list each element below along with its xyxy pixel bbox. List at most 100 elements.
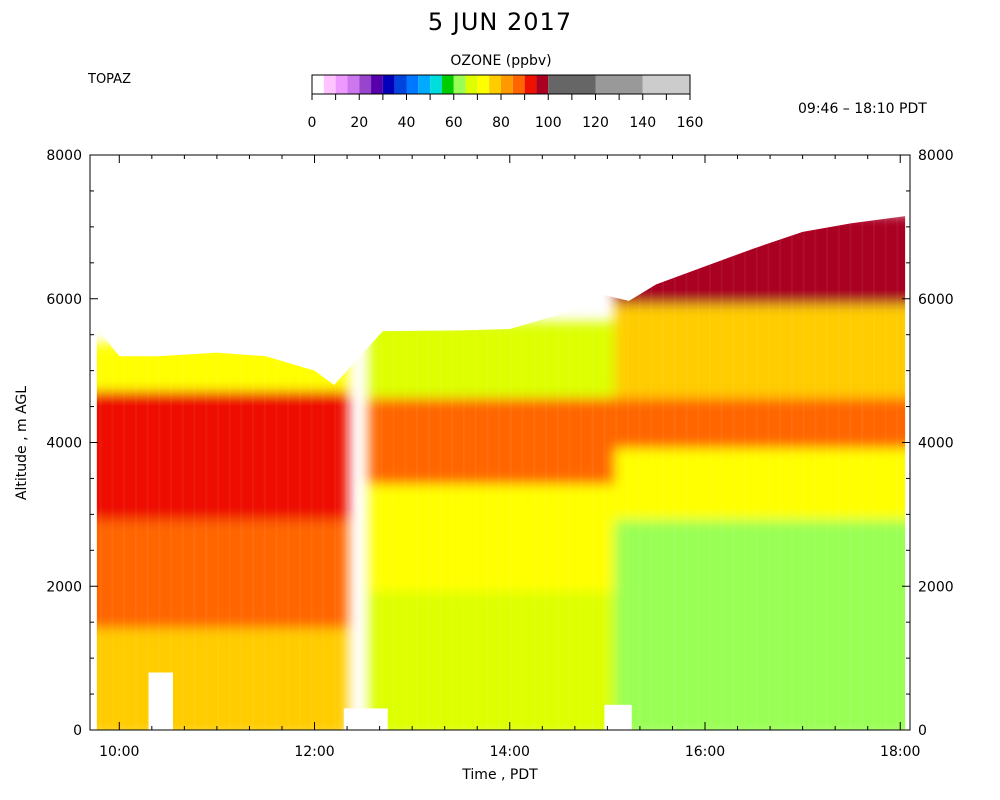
profile-streak [521, 216, 524, 730]
profile-streak [556, 216, 559, 730]
profile-streak [615, 216, 618, 730]
colorbar-tick-label: 100 [535, 115, 562, 131]
profile-streak [427, 216, 430, 730]
profile-streak [451, 216, 454, 730]
colorbar-bin [524, 75, 537, 94]
plot-axes: 0 0 2000 2000 4000 4000 6000 6000 8000 8000 10:00 1… [46, 148, 953, 760]
y-tick-label-left: 0 [73, 723, 82, 739]
ozone-layer [368, 472, 619, 593]
profile-streak [134, 216, 137, 730]
ozone-layers [96, 216, 906, 730]
profile-streak [580, 216, 583, 730]
profile-streak [334, 216, 337, 730]
colorbar-bin [335, 75, 348, 94]
x-tick-label: 12:00 [294, 744, 334, 760]
y-tick-label-left: 4000 [46, 436, 82, 452]
profile-streak [158, 216, 161, 730]
y-tick-label-right: 6000 [918, 292, 954, 308]
colorbar-bin [441, 75, 454, 94]
profile-streak [767, 216, 770, 730]
colorbar-bin [382, 75, 395, 94]
profile-streak [216, 216, 219, 730]
colorbar-bin [501, 75, 513, 94]
profile-streak [205, 216, 208, 730]
colorbar-tick-label: 160 [677, 115, 704, 131]
profile-streak [626, 216, 629, 730]
colorbar-tick-label: 40 [398, 115, 416, 131]
colorbar-bin [512, 75, 525, 94]
y-tick-label-right: 4000 [918, 436, 954, 452]
profile-streak [439, 216, 442, 730]
y-tick-label-left: 8000 [46, 148, 82, 164]
profile-streak [732, 216, 735, 730]
y-tick-label-left: 6000 [46, 292, 82, 308]
y-tick-label-right: 0 [918, 723, 927, 739]
profile-streak [568, 216, 571, 730]
x-tick-label: 10:00 [99, 744, 139, 760]
profile-streak [814, 216, 817, 730]
profile-streak [544, 216, 547, 730]
profile-streak [509, 216, 512, 730]
profile-streak [486, 216, 489, 730]
profile-streak [369, 216, 372, 730]
profile-streak [779, 216, 782, 730]
ozone-layer [614, 436, 906, 521]
profile-streak [498, 216, 501, 730]
profile-streak [708, 216, 711, 730]
data-gap [148, 672, 173, 730]
profile-streak [146, 216, 149, 730]
profile-streak [650, 216, 653, 730]
profile-streak [673, 216, 676, 730]
profile-streak [603, 216, 606, 730]
ozone-layer [368, 386, 619, 485]
profile-streak [533, 216, 536, 730]
profile-streak [861, 216, 864, 730]
colorbar-bin [430, 75, 442, 94]
ozone-layer [96, 343, 349, 391]
colorbar-bin [406, 75, 419, 94]
profile-streak [474, 216, 477, 730]
ozone-layer [96, 616, 349, 730]
x-tick-label: 14:00 [490, 744, 530, 760]
x-tick-label: 18:00 [880, 744, 920, 760]
colorbar-bin [477, 75, 490, 94]
profile-streak [252, 216, 255, 730]
profile-streak [591, 216, 594, 730]
colorbar-bin [642, 75, 690, 94]
profile-streak [638, 216, 641, 730]
profile-streak [662, 216, 665, 730]
profile-streak [123, 216, 126, 730]
profile-streak [872, 216, 875, 730]
chart-title: 5 JUN 2017 [427, 8, 573, 36]
colorbar-bin [418, 75, 431, 94]
colorbar-tick-label: 20 [350, 115, 368, 131]
profile-streak [744, 216, 747, 730]
profile-streak [404, 216, 407, 730]
x-tick-label: 16:00 [685, 744, 725, 760]
profile-streak [462, 216, 465, 730]
time-range-label: 09:46 – 18:10 PDT [798, 101, 927, 117]
colorbar-bin [323, 75, 336, 94]
y-tick-label-right: 2000 [918, 579, 954, 595]
profile-streak [287, 216, 290, 730]
colorbar-bin [548, 75, 596, 94]
colorbar: 0 20 40 60 80 100 120 140 160 [308, 74, 704, 131]
colorbar-bin [347, 75, 360, 94]
profile-streak [181, 216, 184, 730]
colorbar-bin [453, 75, 466, 94]
profile-streak [170, 216, 173, 730]
data-gap [604, 704, 632, 730]
ozone-layer [368, 580, 619, 730]
profile-streak [275, 216, 278, 730]
profile-streak [310, 216, 313, 730]
ozone-layer [614, 508, 906, 730]
profile-streak [720, 216, 723, 730]
ozone-layer [96, 508, 349, 629]
colorbar-tick-label: 80 [492, 115, 510, 131]
colorbar-bin [465, 75, 478, 94]
y-tick-label-left: 2000 [46, 579, 82, 595]
profile-streak [884, 216, 887, 730]
ozone-heatmap [96, 216, 906, 730]
profile-streak [357, 216, 360, 730]
